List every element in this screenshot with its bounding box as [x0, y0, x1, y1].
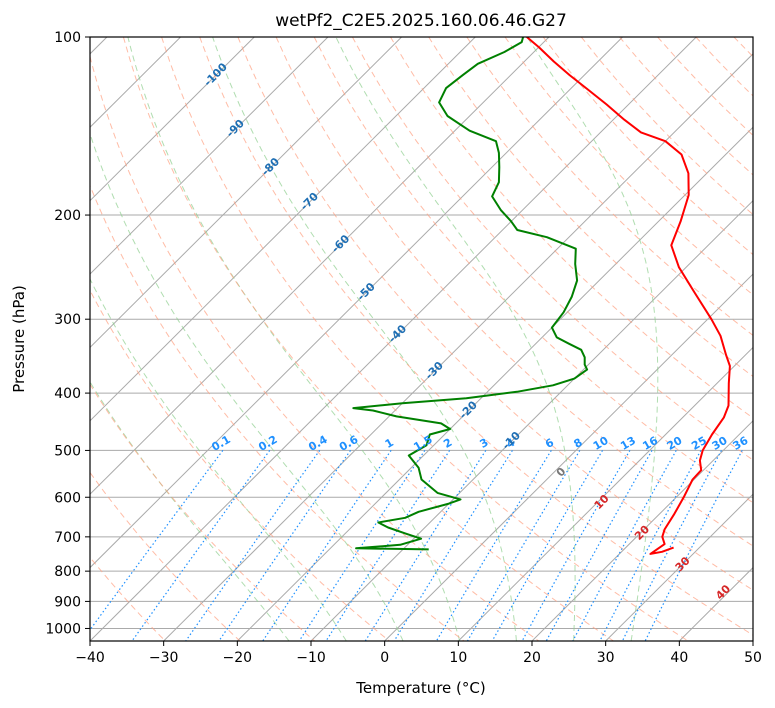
dry-adiabat-line: [90, 184, 465, 641]
x-tick-label: −20: [223, 650, 253, 666]
isotherm-line: [90, 37, 329, 275]
dry-adiabat-line: [161, 37, 689, 641]
mixing-ratio-line: [185, 450, 321, 641]
mixing-ratio-line: [218, 450, 351, 641]
y-tick-label: 600: [54, 490, 81, 506]
moist-adiabat-line: [526, 37, 659, 641]
x-tick-label: −10: [296, 650, 326, 666]
moist-adiabat-line: [127, 37, 461, 641]
x-tick-label: 30: [597, 650, 615, 666]
mixing-ratio-line: [90, 450, 224, 631]
isotherm-line: [384, 273, 753, 641]
moist-adiabat-line: [335, 37, 576, 641]
moist-adiabat-line: [90, 380, 290, 641]
dry-adiabat-line: [90, 383, 316, 641]
mixing-ratio-line: [262, 450, 392, 641]
isotherm-line: [90, 37, 402, 349]
isotherm-line: [531, 420, 753, 641]
x-tick-label: 0: [380, 650, 389, 666]
dewpoint-profile-line: [352, 37, 589, 551]
isotherm-line: [163, 53, 753, 641]
y-tick-label: 300: [54, 312, 81, 328]
x-tick-label: 20: [523, 650, 541, 666]
isotherm-line: [236, 126, 753, 641]
moist-adiabat-line: [90, 132, 404, 641]
x-tick-label: 40: [670, 650, 688, 666]
mixing-ratio-line: [621, 450, 722, 641]
dry-adiabat-line: [90, 556, 166, 641]
x-tick-label: −30: [149, 650, 179, 666]
isotherm-line: [90, 37, 697, 641]
dry-adiabat-line: [90, 54, 540, 641]
y-tick-label: 700: [54, 530, 81, 546]
isotherm-line: [90, 37, 623, 569]
x-tick-label: −40: [75, 650, 105, 666]
mixing-ratio-line: [644, 450, 743, 641]
dry-adiabat-line: [122, 37, 614, 641]
mixing-ratio-line: [599, 450, 702, 641]
moist-adiabat-line: [90, 277, 347, 641]
mixing-ratio-line: [572, 450, 677, 641]
moist-adiabat-line: [212, 37, 517, 641]
y-tick-label: 800: [54, 564, 81, 580]
dry-adiabat-line: [428, 37, 753, 378]
mixing-ratio-line: [545, 450, 653, 641]
dry-adiabat-line: [275, 37, 753, 547]
y-tick-label: 1000: [45, 621, 81, 637]
y-tick-label: 400: [54, 386, 81, 402]
isotherm-line: [605, 493, 753, 641]
isotherm-line: [457, 346, 753, 641]
plot-frame: [89, 36, 754, 642]
mixing-ratio-line: [521, 450, 631, 641]
y-tick-label: 900: [54, 594, 81, 610]
mixing-ratio-line: [298, 450, 426, 641]
mixing-ratio-line: [491, 450, 604, 641]
y-axis-title: Pressure (hPa): [10, 285, 28, 393]
y-tick-label: 500: [54, 443, 81, 459]
y-tick-label: 100: [54, 30, 81, 46]
isotherm-line: [90, 37, 255, 202]
dry-adiabat-line: [90, 471, 241, 641]
mixing-ratio-line: [393, 450, 513, 641]
temperature-profile-line: [526, 37, 731, 555]
y-tick-label: 200: [54, 208, 81, 224]
chart-title: wetPf2_C2E5.2025.160.06.46.G27: [275, 11, 567, 31]
isotherm-line: [90, 37, 550, 495]
x-tick-label: 50: [744, 650, 762, 666]
dry-adiabat-line: [390, 37, 753, 419]
x-axis-title: Temperature (°C): [355, 679, 485, 697]
dry-adiabat-line: [199, 37, 753, 636]
isotherm-line: [90, 37, 476, 422]
x-tick-label: 10: [449, 650, 467, 666]
